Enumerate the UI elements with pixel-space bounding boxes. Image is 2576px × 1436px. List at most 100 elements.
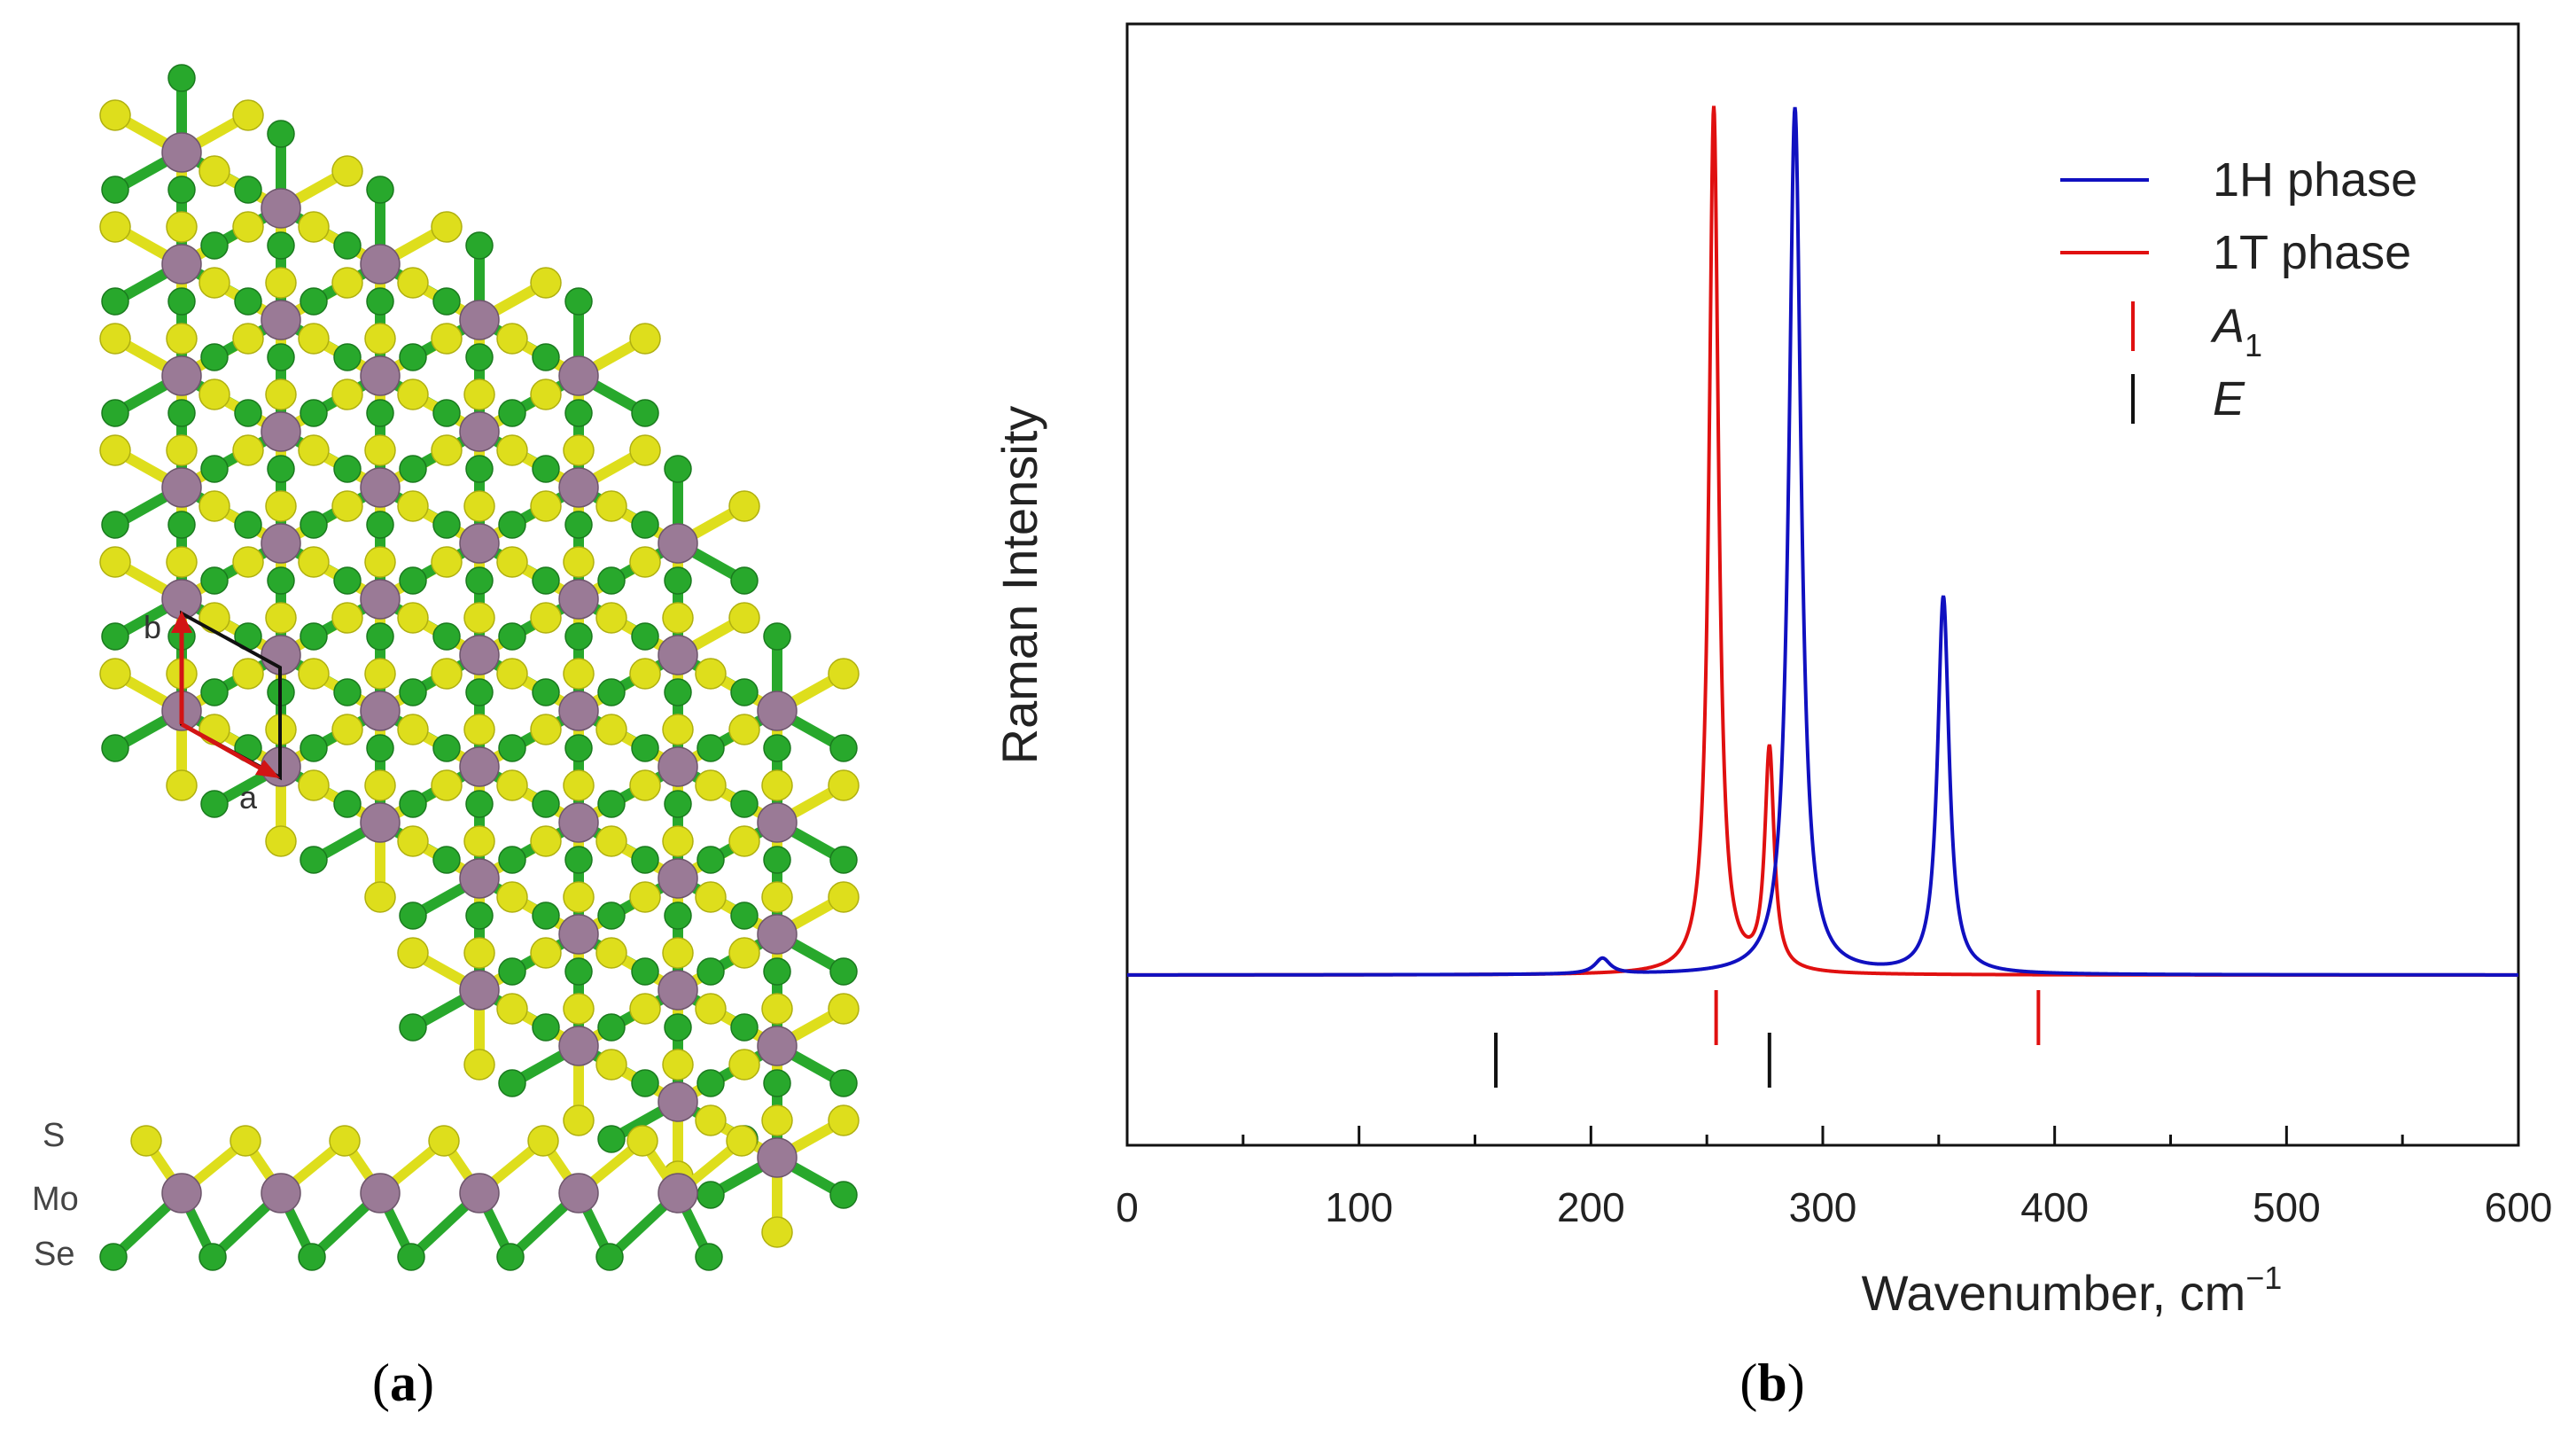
x-axis-ticks: 0 100 200 300 400 500 600 [1116, 1126, 2552, 1230]
se-atom [597, 1013, 626, 1042]
mo-atom [459, 411, 500, 452]
s-atom [595, 1049, 627, 1081]
s-atom [99, 658, 131, 690]
side-s-atom [428, 1125, 460, 1157]
mo-atom [658, 1081, 698, 1122]
se-atom [234, 176, 262, 204]
s-atom [463, 490, 495, 522]
se-atom [664, 455, 692, 483]
x-tick-label: 300 [1789, 1184, 1857, 1230]
se-atom [564, 399, 593, 427]
s-atom [331, 714, 363, 745]
s-atom [166, 434, 198, 466]
se-atom [498, 846, 526, 874]
s-atom [232, 323, 264, 355]
s-atom [629, 546, 661, 578]
legend-label-subscript: 1 [2245, 327, 2262, 363]
s-atom [695, 881, 727, 913]
se-atom [829, 1181, 858, 1209]
mo-atom [558, 914, 599, 955]
s-atom [265, 267, 297, 299]
se-atom [333, 231, 362, 260]
s-atom [198, 379, 230, 410]
se-atom [167, 64, 196, 92]
se-atom [730, 566, 759, 595]
s-atom [828, 1104, 860, 1136]
x-axis-label: Wavenumber, cm−1 [1862, 1260, 2283, 1321]
legend-label: 1T phase [2213, 226, 2411, 279]
s-atom [595, 937, 627, 969]
se-atom [564, 287, 593, 316]
caption-b-letter: b [1757, 1354, 1786, 1412]
se-atom [532, 901, 560, 930]
se-atom [366, 622, 394, 651]
s-atom [298, 323, 330, 355]
se-atom [432, 622, 461, 651]
se-atom [829, 846, 858, 874]
s-atom [761, 1104, 793, 1136]
se-atom [167, 176, 196, 204]
s-atom [530, 714, 562, 745]
s-atom [431, 769, 463, 801]
s-atom [331, 602, 363, 634]
se-atom [664, 566, 692, 595]
se-atom [366, 734, 394, 762]
se-atom [200, 790, 229, 818]
s-atom [397, 937, 429, 969]
s-atom [364, 658, 396, 690]
se-atom [399, 566, 427, 595]
s-atom [563, 1104, 595, 1136]
se-atom [763, 846, 791, 874]
se-atom [465, 231, 494, 260]
caption-a-letter: a [390, 1354, 416, 1412]
lattice-vector-a [180, 722, 268, 774]
se-atom [664, 1013, 692, 1042]
side-view-structure [99, 1125, 758, 1271]
side-se-atom [496, 1243, 525, 1271]
se-atom [631, 734, 659, 762]
s-atom [265, 602, 297, 634]
se-atom [697, 957, 725, 986]
mo-atom [558, 802, 599, 843]
legend-label: 1H phase [2213, 153, 2417, 207]
se-atom [333, 455, 362, 483]
s-atom [364, 881, 396, 913]
s-atom [463, 379, 495, 410]
x-tick-label: 200 [1557, 1184, 1625, 1230]
mo-atom [459, 300, 500, 340]
caption-a: (a) [372, 1354, 434, 1412]
se-atom [333, 343, 362, 371]
se-atom [101, 287, 129, 316]
s-atom [331, 379, 363, 410]
s-atom [595, 602, 627, 634]
legend-label: E [2213, 372, 2245, 425]
mo-atom [459, 635, 500, 675]
s-atom [662, 937, 694, 969]
s-atom [198, 490, 230, 522]
mo-atom [558, 579, 599, 620]
mo-atom [161, 244, 202, 285]
se-atom [532, 678, 560, 706]
s-atom [595, 490, 627, 522]
se-atom [631, 399, 659, 427]
se-atom [200, 566, 229, 595]
s-atom [662, 714, 694, 745]
s-atom [198, 602, 230, 634]
se-atom [498, 399, 526, 427]
s-atom [662, 825, 694, 857]
se-atom [399, 343, 427, 371]
s-atom [232, 546, 264, 578]
s-atom [563, 769, 595, 801]
se-atom [597, 1125, 626, 1153]
se-atom [200, 231, 229, 260]
mo-atom [360, 244, 401, 285]
mo-atom [757, 802, 798, 843]
se-atom [697, 846, 725, 874]
s-atom [166, 769, 198, 801]
side-se-atom [99, 1243, 128, 1271]
se-atom [432, 846, 461, 874]
s-atom [496, 546, 528, 578]
se-atom [763, 622, 791, 651]
mo-atom [459, 746, 500, 787]
